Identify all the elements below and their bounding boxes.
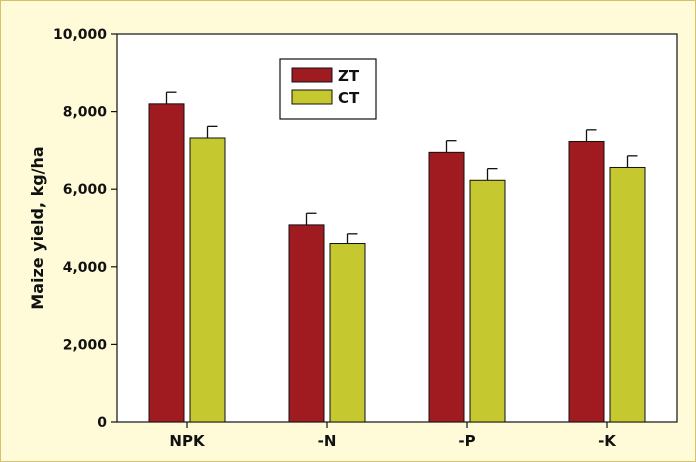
- y-tick-label: 0: [97, 415, 107, 431]
- bar-ct-npk: [189, 137, 226, 423]
- legend-label-zt: ZT: [338, 67, 360, 85]
- legend-label-ct: CT: [338, 89, 360, 107]
- bar-zt-p: [428, 151, 465, 423]
- x-tick-label: -K: [598, 432, 617, 450]
- bar-ct-k: [609, 166, 646, 423]
- x-tick-label: -N: [318, 432, 337, 450]
- y-axis: 0 2,000 4,000 6,000 8,000 10,000: [53, 27, 117, 431]
- bar-zt-n: [288, 224, 325, 423]
- x-axis: NPK -N -P -K: [169, 422, 617, 450]
- legend-swatch-ct: [291, 89, 333, 105]
- y-tick-label: 2,000: [63, 337, 108, 353]
- bar-ct-n: [329, 243, 366, 423]
- x-tick-label: -P: [458, 432, 475, 450]
- legend-swatch-zt: [291, 67, 333, 83]
- error-bars-layer: [165, 91, 638, 244]
- bars-layer: [148, 103, 646, 423]
- y-tick-label: 10,000: [53, 27, 107, 43]
- y-tick-label: 4,000: [63, 260, 108, 276]
- y-tick-label: 8,000: [63, 105, 108, 121]
- y-axis-title: Maize yield, kg/ha: [28, 146, 47, 309]
- bar-ct-p: [469, 179, 506, 423]
- y-tick-label: 6,000: [63, 182, 108, 198]
- bar-zt-k: [568, 140, 605, 423]
- x-tick-label: NPK: [169, 432, 206, 450]
- legend: ZT CT: [279, 58, 377, 120]
- bar-zt-npk: [148, 103, 185, 423]
